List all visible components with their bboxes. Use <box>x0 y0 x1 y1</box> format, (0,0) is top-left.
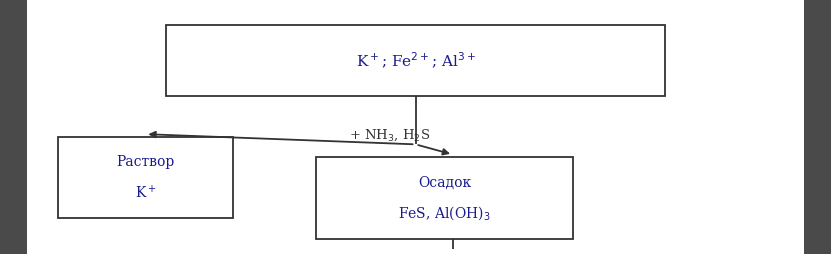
Bar <box>804 0 831 254</box>
FancyBboxPatch shape <box>58 137 233 218</box>
Text: + NH$_3$, H$_2$S: + NH$_3$, H$_2$S <box>349 127 430 142</box>
Text: K$^+$: K$^+$ <box>135 183 156 200</box>
Text: K$^+$; Fe$^{2+}$; Al$^{3+}$: K$^+$; Fe$^{2+}$; Al$^{3+}$ <box>356 51 475 71</box>
Bar <box>0 0 27 254</box>
FancyBboxPatch shape <box>316 157 573 239</box>
FancyBboxPatch shape <box>166 25 665 97</box>
Text: Раствор: Раствор <box>116 154 175 168</box>
Text: Осадок: Осадок <box>418 175 471 188</box>
Text: FeS, Al(OH)$_3$: FeS, Al(OH)$_3$ <box>398 203 491 221</box>
